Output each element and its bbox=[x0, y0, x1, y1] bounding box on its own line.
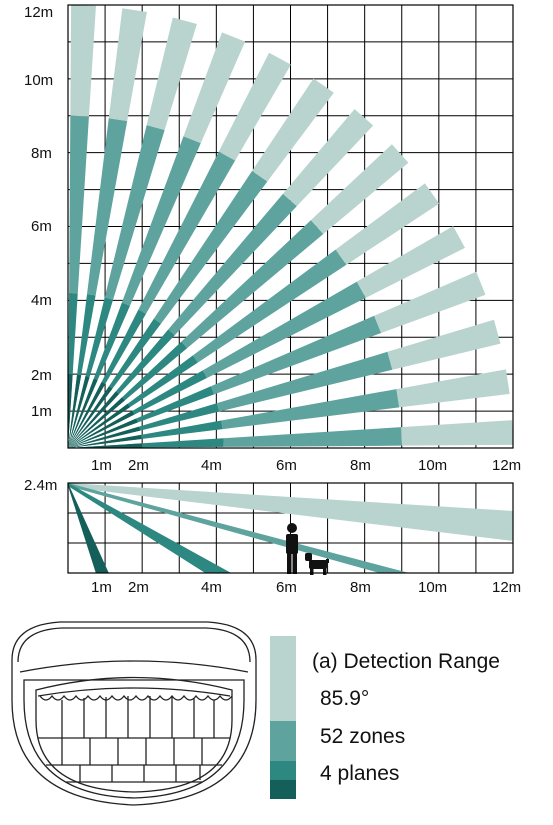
legend-caption: (a) Detection Range bbox=[312, 650, 500, 673]
y-tick-12m: 12m bbox=[24, 4, 53, 21]
beam-mid bbox=[153, 170, 268, 324]
legend: (a) Detection Range 85.9° 52 zones 4 pla… bbox=[270, 636, 500, 799]
beam-far bbox=[218, 52, 291, 161]
side-view-frame bbox=[67, 482, 514, 574]
y-tick-8m: 8m bbox=[31, 145, 52, 162]
beam-nearest bbox=[68, 411, 135, 448]
legend-zones: 52 zones bbox=[320, 725, 405, 748]
beam-mid bbox=[69, 115, 89, 294]
beam-mid bbox=[104, 125, 165, 300]
x-tick-2m: 2m bbox=[128, 457, 149, 474]
side-x-tick-10m: 10m bbox=[418, 579, 447, 596]
beam-mid bbox=[221, 389, 400, 430]
beam-mid bbox=[181, 220, 324, 349]
y-tick-10m: 10m bbox=[24, 72, 53, 89]
dog-icon bbox=[305, 553, 329, 575]
beam-nearest bbox=[68, 391, 119, 448]
beam-mid bbox=[223, 427, 402, 447]
side-x-tick-8m: 8m bbox=[350, 579, 371, 596]
side-view-beams bbox=[68, 483, 513, 573]
top-view-border bbox=[67, 4, 514, 449]
person-icon bbox=[286, 523, 298, 574]
side-x-tick-2m: 2m bbox=[128, 579, 149, 596]
side-beam-mid bbox=[68, 483, 410, 573]
beam-nearest bbox=[68, 443, 143, 448]
beam-mid bbox=[87, 118, 128, 296]
side-height-label: 2.4m bbox=[24, 477, 57, 494]
x-tick-8m: 8m bbox=[350, 457, 371, 474]
beam-far bbox=[356, 226, 465, 298]
legend-angle: 85.9° bbox=[320, 687, 369, 710]
sensor-housing-icon bbox=[11, 621, 257, 806]
x-tick-10m: 10m bbox=[418, 457, 447, 474]
beam-far bbox=[310, 144, 409, 235]
beam-far bbox=[282, 109, 374, 207]
legend-swatch-mid bbox=[270, 721, 296, 761]
beam-mid bbox=[168, 193, 297, 336]
y-tick-4m: 4m bbox=[31, 292, 52, 309]
legend-swatch-far bbox=[270, 636, 296, 721]
beam-nearest bbox=[68, 374, 82, 448]
top-view-frame bbox=[67, 4, 514, 449]
x-tick-1m: 1m bbox=[91, 457, 112, 474]
x-tick-4m: 4m bbox=[201, 457, 222, 474]
side-x-tick-4m: 4m bbox=[201, 579, 222, 596]
beam-mid bbox=[210, 315, 382, 395]
y-tick-6m: 6m bbox=[31, 218, 52, 235]
beam-far bbox=[183, 32, 246, 144]
y-tick-1m: 1m bbox=[31, 403, 52, 420]
side-beam-near bbox=[68, 483, 232, 573]
y-tick-2m: 2m bbox=[31, 367, 52, 384]
beam-nearest bbox=[68, 434, 142, 448]
x-tick-6m: 6m bbox=[276, 457, 297, 474]
legend-swatch-nearest bbox=[270, 780, 296, 799]
top-view-plot: 12m 10m 8m 6m 4m 2m 1m 1m 2m 4m 6m 8m 10… bbox=[24, 4, 521, 474]
side-view-plot: 2.4m 1m 2m 4m 6m 8m 10m 12m bbox=[24, 477, 521, 596]
beam-mid bbox=[138, 151, 236, 314]
beam-far bbox=[374, 271, 486, 334]
beam-far bbox=[108, 8, 147, 122]
beam-nearest bbox=[68, 376, 90, 448]
side-beam-nearest bbox=[68, 483, 109, 573]
beam-nearest bbox=[68, 378, 98, 448]
beam-mid bbox=[192, 249, 347, 363]
beam-nearest bbox=[68, 382, 106, 448]
beam-nearest bbox=[68, 418, 138, 448]
beam-nearest bbox=[68, 403, 130, 448]
top-view-beams bbox=[68, 5, 513, 448]
beam-far bbox=[252, 78, 334, 182]
beam-mid bbox=[202, 281, 366, 378]
beam-mid bbox=[121, 136, 201, 306]
beam-far bbox=[146, 17, 197, 130]
beam-far bbox=[335, 183, 440, 265]
side-x-tick-12m: 12m bbox=[492, 579, 521, 596]
legend-swatch-near bbox=[270, 761, 296, 780]
beam-nearest bbox=[68, 374, 73, 448]
side-view-border bbox=[67, 482, 514, 574]
side-x-tick-1m: 1m bbox=[91, 579, 112, 596]
beam-nearest bbox=[68, 397, 125, 448]
beam-mid bbox=[217, 351, 393, 412]
beam-far bbox=[70, 5, 96, 117]
beam-nearest bbox=[68, 386, 113, 448]
side-x-tick-6m: 6m bbox=[276, 579, 297, 596]
beam-far bbox=[396, 369, 510, 408]
x-tick-12m: 12m bbox=[492, 457, 521, 474]
legend-planes: 4 planes bbox=[320, 762, 399, 785]
side-beam-far bbox=[68, 483, 513, 541]
beam-nearest bbox=[68, 426, 141, 448]
beam-far bbox=[401, 420, 513, 446]
beam-far bbox=[387, 319, 501, 370]
